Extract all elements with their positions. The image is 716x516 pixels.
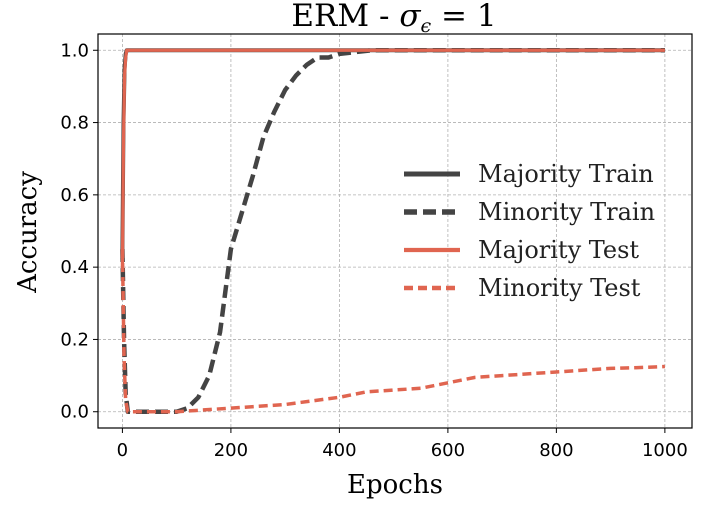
x-axis-label: Epochs bbox=[347, 470, 443, 500]
legend-label: Minority Test bbox=[478, 274, 641, 302]
chart-title: ERM - σϵ = 1 bbox=[291, 0, 496, 37]
x-tick-label: 400 bbox=[322, 440, 356, 461]
y-tick-label: 0.2 bbox=[60, 329, 89, 350]
grid bbox=[98, 34, 692, 428]
series-line-minority-train bbox=[120, 48, 665, 414]
legend-label: Majority Train bbox=[478, 160, 654, 188]
x-tick-label: 0 bbox=[117, 440, 128, 461]
plot-frame bbox=[97, 33, 693, 429]
x-tick-label: 800 bbox=[539, 440, 573, 461]
series-line-minority-test bbox=[120, 249, 665, 414]
y-tick-label: 1.0 bbox=[60, 40, 89, 61]
legend-label: Majority Test bbox=[478, 236, 639, 264]
x-tick-label: 600 bbox=[431, 440, 465, 461]
title-suffix: = 1 bbox=[431, 0, 496, 34]
title-prefix: ERM - bbox=[291, 0, 399, 34]
x-tick-label: 1000 bbox=[642, 440, 688, 461]
series-layer bbox=[120, 48, 665, 414]
y-axis-label: Accuracy bbox=[13, 171, 43, 294]
ticks: 0 200 400 600 800 1000 0.0 0.2 0.4 0.6 0.8 1.0 bbox=[60, 40, 687, 461]
y-tick-label: 0.8 bbox=[60, 113, 89, 134]
y-tick-label: 0.6 bbox=[60, 185, 89, 206]
title-subscript: ϵ bbox=[421, 15, 432, 37]
title-sigma: σ bbox=[399, 0, 421, 34]
x-tick-label: 200 bbox=[214, 440, 248, 461]
legend: Majority Train Minority Train Majority Tes… bbox=[404, 160, 655, 302]
y-tick-label: 0.0 bbox=[60, 402, 89, 423]
series-line-majority-test bbox=[120, 48, 665, 268]
legend-label: Minority Train bbox=[478, 198, 655, 226]
y-tick-label: 0.4 bbox=[60, 257, 89, 278]
